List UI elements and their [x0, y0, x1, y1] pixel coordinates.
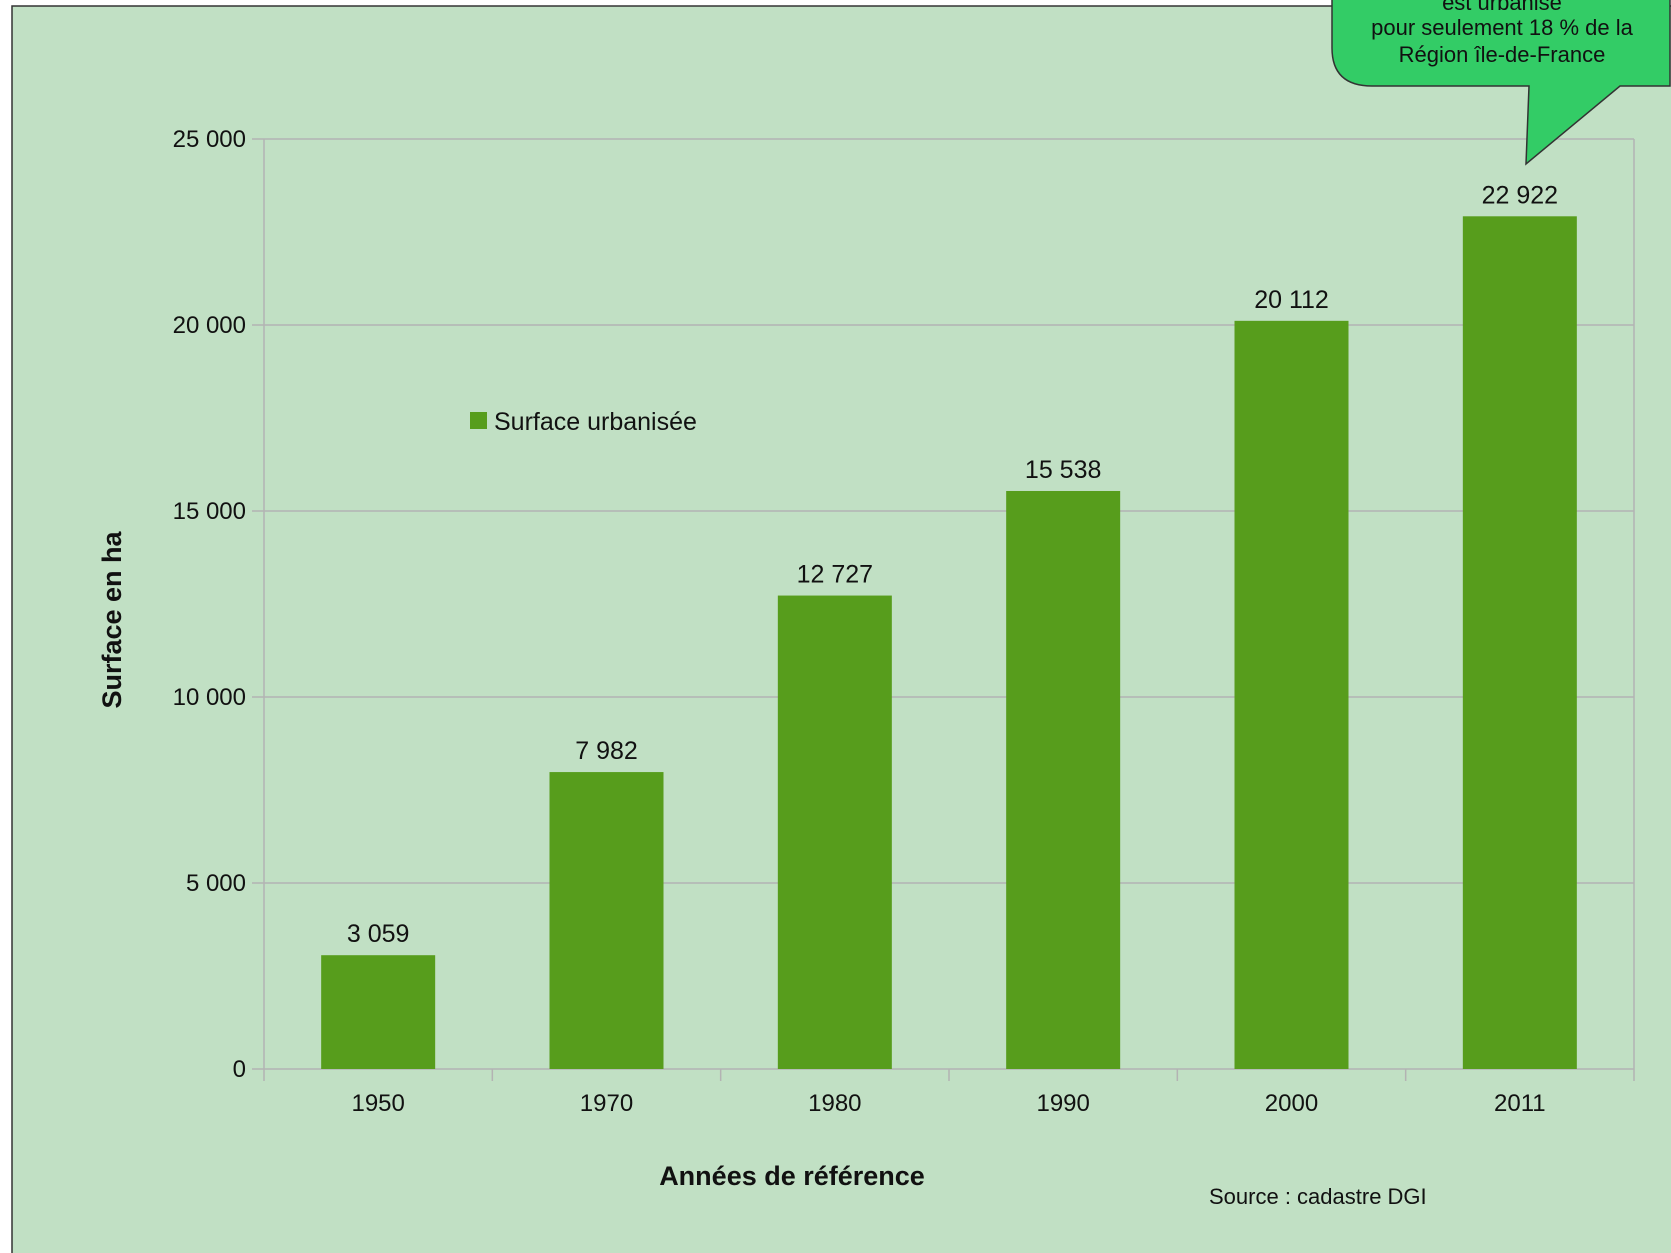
- x-tick-label: 1990: [1036, 1090, 1089, 1117]
- data-label: 15 538: [1025, 456, 1101, 484]
- legend-swatch: [470, 412, 487, 429]
- data-label: 12 727: [797, 561, 873, 589]
- data-labels: 3 059 7 982 12 727 15 538 20 112 22 922: [347, 181, 1558, 948]
- data-label: 3 059: [347, 920, 410, 948]
- y-tick-label: 15 000: [173, 498, 246, 525]
- x-tick-label: 1950: [351, 1090, 404, 1117]
- x-axis-ticks: 1950 1970 1980 1990 2000 2011: [263, 1069, 1635, 1117]
- bar: [1234, 320, 1349, 1069]
- x-tick-label: 2011: [1494, 1090, 1546, 1117]
- bar: [321, 955, 436, 1069]
- x-tick-label: 2000: [1265, 1090, 1318, 1117]
- data-label: 7 982: [575, 737, 638, 765]
- y-tick-label: 20 000: [173, 312, 246, 339]
- callout: est urbanisé pour seulement 18 % de la R…: [1331, 0, 1671, 166]
- x-tick-label: 1970: [580, 1090, 633, 1117]
- source-note: Source : cadastre DGI: [1209, 1184, 1427, 1209]
- y-tick-label: 25 000: [173, 126, 246, 153]
- x-tick-label: 1980: [808, 1090, 861, 1117]
- data-label: 22 922: [1482, 181, 1558, 209]
- bars: [321, 216, 1577, 1069]
- bar: [549, 772, 664, 1069]
- legend: Surface urbanisée: [470, 408, 697, 436]
- data-label: 20 112: [1254, 286, 1329, 314]
- y-axis-title: Surface en ha: [97, 530, 127, 708]
- callout-bubble: [1331, 0, 1671, 166]
- y-tick-label: 10 000: [173, 684, 246, 711]
- x-axis-title: Années de référence: [659, 1161, 925, 1191]
- bar: [777, 595, 892, 1069]
- callout-line-3: Région île-de-France: [1399, 42, 1606, 67]
- y-tick-label: 0: [233, 1056, 246, 1083]
- y-tick-label: 5 000: [186, 870, 246, 897]
- bar: [1006, 490, 1121, 1069]
- callout-line-2: pour seulement 18 % de la: [1371, 15, 1633, 40]
- y-axis-ticks: 0 5 000 10 000 15 000 20 000 25 000: [173, 126, 264, 1083]
- callout-line-1: est urbanisé: [1442, 0, 1562, 15]
- bar: [1462, 216, 1577, 1069]
- legend-label: Surface urbanisée: [494, 408, 697, 436]
